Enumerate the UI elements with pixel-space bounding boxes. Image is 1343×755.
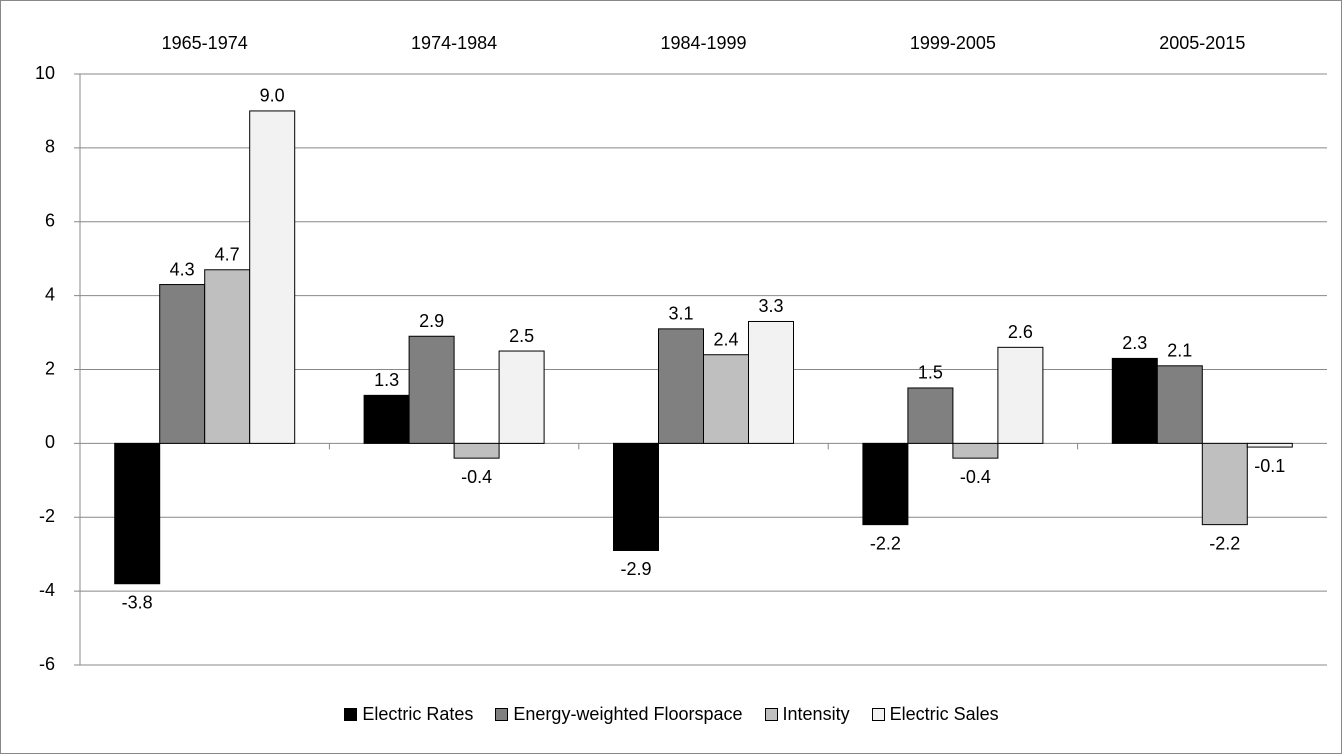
data-label: -3.8 <box>122 592 153 612</box>
bar <box>204 269 251 444</box>
legend-label: Electric Sales <box>889 704 999 724</box>
bar <box>249 110 296 444</box>
x-tick-label: 1999-2005 <box>910 33 996 53</box>
bar <box>703 354 749 444</box>
y-tick-label: 2 <box>45 358 55 378</box>
data-label: -0.4 <box>960 467 991 487</box>
data-label: 9.0 <box>260 86 285 106</box>
bar <box>1111 357 1158 444</box>
bar <box>408 335 455 444</box>
legend-label: Energy-weighted Floorspace <box>513 704 743 724</box>
y-tick-label: 10 <box>35 63 55 83</box>
legend-swatch <box>344 708 358 721</box>
bar <box>907 387 954 444</box>
bar <box>453 442 500 459</box>
x-tick-label: 1984-1999 <box>660 33 746 53</box>
y-tick-label: -2 <box>39 506 55 526</box>
data-label: -2.9 <box>620 559 651 579</box>
legend-item: Energy-weighted Floorspace <box>495 704 743 725</box>
bar <box>952 442 999 459</box>
x-tick-label: 2005-2015 <box>1159 33 1245 53</box>
data-label: -0.4 <box>461 467 492 487</box>
bar <box>613 442 659 551</box>
bar <box>1156 365 1203 444</box>
bar <box>658 328 704 444</box>
bar <box>498 350 545 444</box>
y-tick-label: 6 <box>45 211 55 231</box>
legend-item: Electric Rates <box>344 704 473 725</box>
data-label: -2.2 <box>870 533 901 553</box>
bar <box>363 394 410 444</box>
data-label: 2.9 <box>419 311 444 331</box>
bar <box>748 320 794 444</box>
y-tick-label: 8 <box>45 137 55 157</box>
data-label: 4.3 <box>170 259 195 279</box>
bar <box>1201 442 1248 526</box>
data-label: 2.4 <box>713 329 738 349</box>
legend-label: Electric Rates <box>362 704 474 724</box>
data-label: 2.1 <box>1167 341 1192 361</box>
legend-swatch <box>871 708 885 721</box>
y-tick-label: 4 <box>45 284 55 304</box>
data-label: 1.5 <box>918 363 943 383</box>
bar <box>1246 442 1293 448</box>
y-tick-label: -6 <box>39 654 55 674</box>
x-tick-label: 1965-1974 <box>162 33 248 53</box>
data-label: 4.7 <box>215 245 240 265</box>
data-label: 2.3 <box>1122 333 1147 353</box>
legend-item: Intensity <box>764 704 850 725</box>
bar <box>159 284 206 444</box>
bar <box>997 346 1044 444</box>
bar <box>862 442 909 526</box>
data-label: -2.2 <box>1209 533 1240 553</box>
data-label: 2.6 <box>1008 322 1033 342</box>
legend-label: Intensity <box>782 704 850 724</box>
data-label: 1.3 <box>374 370 399 390</box>
data-label: 3.1 <box>668 304 693 324</box>
legend-swatch <box>495 708 509 721</box>
data-label: 3.3 <box>758 296 783 316</box>
y-tick-label: -4 <box>39 580 55 600</box>
legend-item: Electric Sales <box>871 704 999 725</box>
legend: Electric Rates Energy-weighted Floorspace… <box>0 704 1343 725</box>
data-label: -0.1 <box>1254 456 1285 476</box>
y-tick-label: 0 <box>45 432 55 452</box>
legend-swatch <box>764 708 778 721</box>
data-label: 2.5 <box>509 326 534 346</box>
x-tick-label: 1974-1984 <box>411 33 497 53</box>
bar <box>114 442 161 585</box>
